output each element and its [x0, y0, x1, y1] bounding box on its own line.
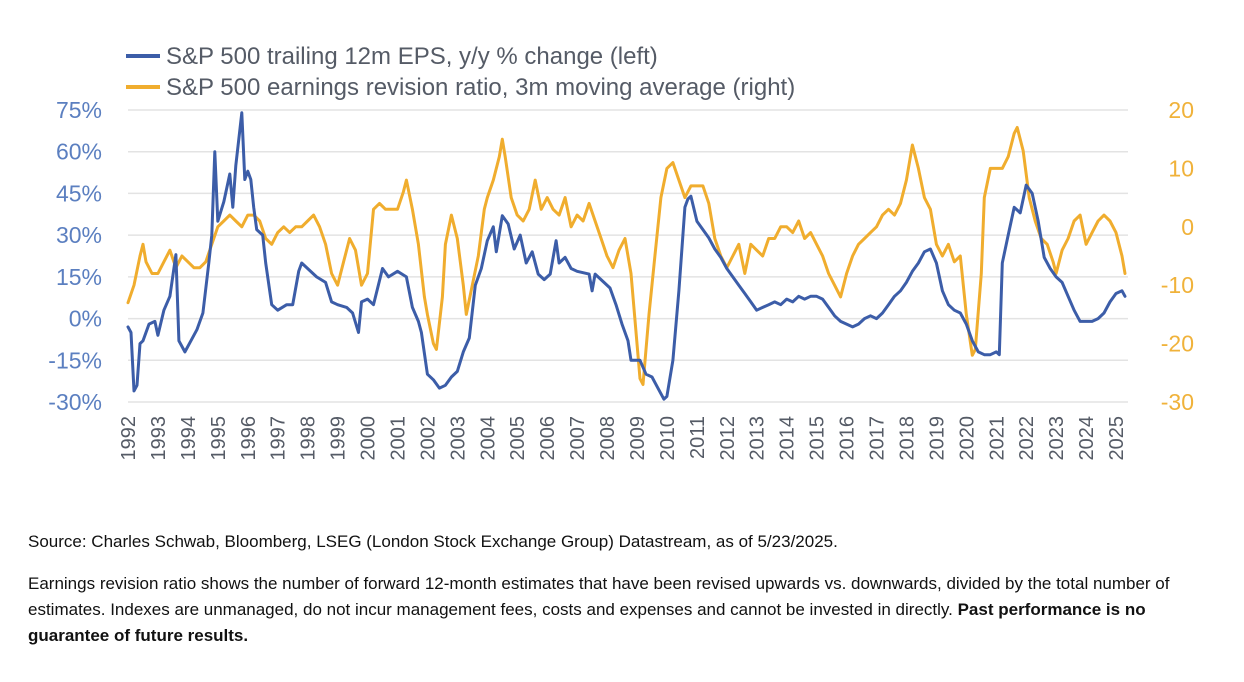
x-tick-label: 2021: [986, 416, 1008, 461]
x-tick-label: 1993: [148, 416, 170, 461]
footnote: Earnings revision ratio shows the number…: [28, 571, 1218, 649]
legend-label-revision: S&P 500 earnings revision ratio, 3m movi…: [166, 74, 795, 101]
y-left-tick-label: 60%: [56, 139, 102, 165]
x-tick-label: 2018: [896, 416, 918, 461]
x-tick-label: 1997: [268, 416, 290, 461]
x-tick-label: 2016: [837, 416, 859, 461]
x-tick-label: 1999: [328, 416, 350, 461]
legend: S&P 500 trailing 12m EPS, y/y % change (…: [126, 43, 795, 101]
y-left-tick-label: -30%: [48, 389, 102, 415]
x-tick-label: 1995: [208, 416, 230, 461]
legend-label-eps: S&P 500 trailing 12m EPS, y/y % change (…: [166, 43, 658, 70]
x-tick-label: 2017: [867, 416, 889, 461]
y-right-tick-label: 0: [1181, 214, 1194, 240]
x-tick-label: 2003: [447, 416, 469, 461]
y-right-tick-label: -10: [1161, 272, 1194, 298]
y-left-tick-label: 75%: [56, 97, 102, 123]
x-tick-label: 2019: [926, 416, 948, 461]
x-tick-label: 1994: [178, 416, 200, 461]
x-tick-label: 2008: [597, 416, 619, 461]
x-tick-label: 2002: [417, 416, 439, 461]
series-line-eps: [126, 111, 1127, 401]
x-tick-label: 2012: [717, 416, 739, 461]
y-left-tick-label: 0%: [69, 306, 102, 332]
x-tick-label: 2006: [537, 416, 559, 461]
x-tick-label: 2015: [807, 416, 829, 461]
x-tick-label: 1996: [238, 416, 260, 461]
y-right-tick-label: 10: [1168, 155, 1194, 181]
x-tick-label: 2022: [1016, 416, 1038, 461]
x-tick-label: 2011: [687, 416, 709, 459]
x-tick-label: 2025: [1106, 416, 1128, 461]
x-tick-label: 2024: [1076, 416, 1098, 461]
x-axis: 1992 1993 1994 1995 1996 1997 1998 1999 2000 2001…: [118, 416, 1128, 461]
series-line-revision-ratio: [126, 126, 1127, 386]
x-tick-label: 2023: [1046, 416, 1068, 461]
x-tick-label: 1992: [118, 416, 140, 461]
x-tick-label: 2004: [477, 416, 499, 461]
x-tick-label: 2010: [657, 416, 679, 461]
x-tick-label: 2014: [777, 416, 799, 461]
right-y-axis: 20 10 0 -10 -20 -30: [1161, 97, 1194, 415]
x-tick-label: 2001: [387, 416, 409, 461]
y-right-tick-label: -20: [1161, 331, 1194, 357]
x-tick-label: 2013: [747, 416, 769, 461]
plot-lines: [126, 111, 1127, 401]
y-left-tick-label: 15%: [56, 264, 102, 290]
x-tick-label: 2000: [358, 416, 380, 461]
y-left-tick-label: 30%: [56, 222, 102, 248]
x-tick-label: 2009: [627, 416, 649, 461]
x-tick-label: 2020: [956, 416, 978, 461]
y-left-tick-label: 45%: [56, 180, 102, 206]
source-caption: Source: Charles Schwab, Bloomberg, LSEG …: [28, 532, 838, 551]
footnote-text: Earnings revision ratio shows the number…: [28, 574, 1170, 619]
gridlines: [128, 109, 1128, 403]
x-tick-label: 2007: [567, 416, 589, 461]
y-right-tick-label: 20: [1168, 97, 1194, 123]
x-tick-label: 1998: [298, 416, 320, 461]
y-right-tick-label: -30: [1161, 389, 1194, 415]
disclaimer: Past performance is no guarantee of futu…: [28, 600, 1146, 645]
chart: S&P 500 trailing 12m EPS, y/y % change (…: [48, 43, 1194, 461]
left-y-axis: 75% 60% 45% 30% 15% 0% -15% -30%: [48, 97, 102, 415]
y-left-tick-label: -15%: [48, 347, 102, 373]
x-tick-label: 2005: [507, 416, 529, 461]
